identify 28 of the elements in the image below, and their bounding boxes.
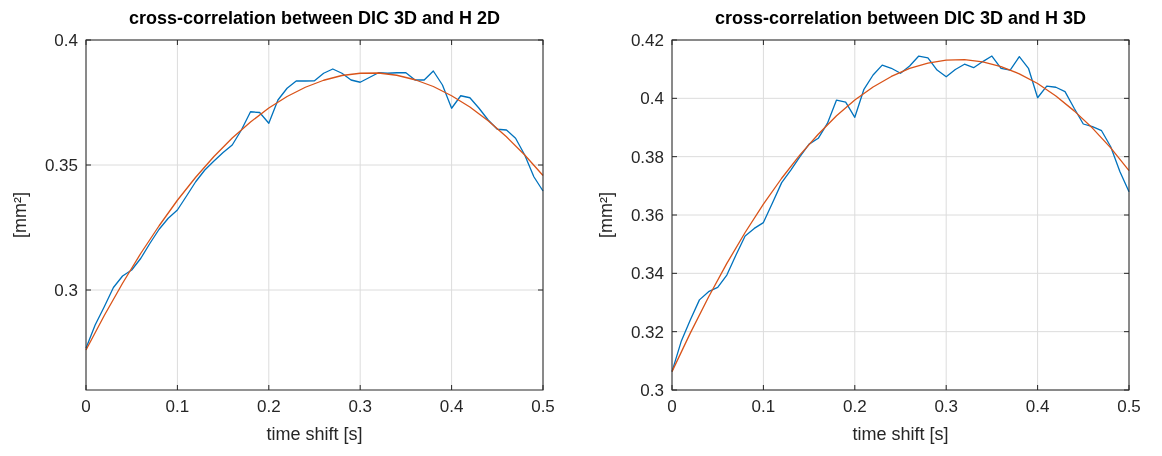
- x-tick-label: 0.1: [751, 397, 776, 416]
- x-tick-label: 0.5: [1117, 397, 1141, 416]
- y-tick-label: 0.35: [44, 155, 78, 175]
- x-tick-label: 0.3: [348, 397, 373, 416]
- y-tick-label: 0.36: [630, 205, 664, 225]
- y-tick-label: 0.34: [630, 264, 664, 284]
- y-tick-label: 0.3: [54, 280, 78, 300]
- x-tick-label: 0.1: [165, 397, 190, 416]
- x-tick-label: 0: [81, 397, 91, 416]
- x-tick-label: 0.4: [439, 397, 464, 416]
- chart-title: cross-correlation between DIC 3D and H 3D: [714, 8, 1087, 28]
- x-tick-label: 0.5: [531, 397, 555, 416]
- y-tick-label: 0.4: [54, 30, 78, 50]
- y-axis-title: [mm²]: [10, 192, 30, 238]
- y-tick-label: 0.32: [630, 322, 664, 342]
- x-tick-label: 0.2: [842, 397, 867, 416]
- y-tick-label: 0.42: [630, 30, 664, 50]
- x-axis-title: time shift [s]: [266, 424, 363, 444]
- x-tick-label: 0.4: [1025, 397, 1050, 416]
- y-axis-title: [mm²]: [596, 192, 616, 238]
- x-tick-label: 0.2: [256, 397, 281, 416]
- y-tick-label: 0.3: [640, 380, 664, 400]
- x-tick-label: 0.3: [934, 397, 959, 416]
- y-tick-label: 0.38: [630, 147, 664, 167]
- chart-title: cross-correlation between DIC 3D and H 2D: [128, 8, 501, 28]
- x-axis-title: time shift [s]: [852, 424, 949, 444]
- x-tick-label: 0: [667, 397, 677, 416]
- y-tick-label: 0.4: [640, 89, 664, 109]
